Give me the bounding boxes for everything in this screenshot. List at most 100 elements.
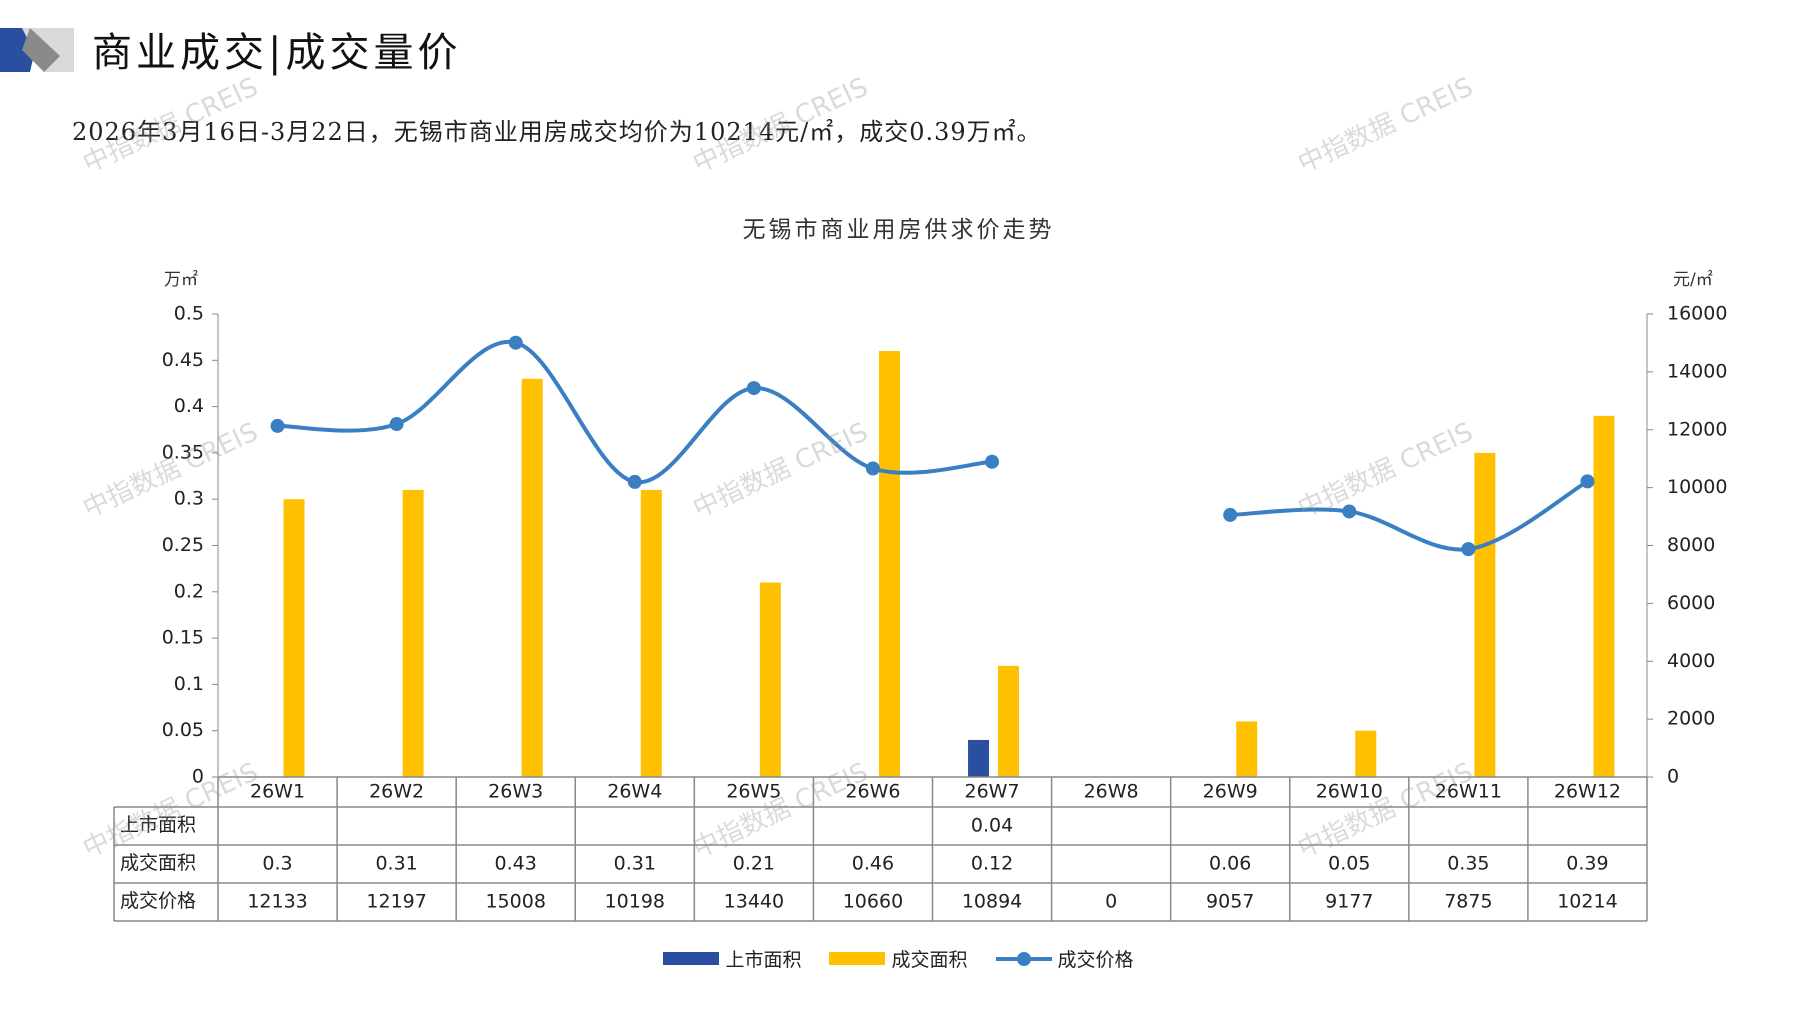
category-tick-label: 26W10: [1316, 781, 1383, 803]
supply-bar: [968, 739, 990, 777]
right-tick-label: 2000: [1667, 708, 1715, 730]
table-cell-price: 10660: [843, 891, 903, 913]
deal-area-bar: [640, 489, 662, 777]
left-tick-label: 0.3: [174, 488, 204, 510]
price-line: [1230, 479, 1589, 552]
right-tick-label: 6000: [1667, 592, 1715, 614]
table-cell-supply: 0.04: [971, 815, 1013, 837]
legend-swatch-supply: [663, 952, 720, 965]
table-cell-deal-area: 0.06: [1209, 853, 1251, 875]
table-cell-price: 15008: [485, 891, 545, 913]
price-point: [627, 474, 642, 489]
category-tick-label: 26W2: [369, 781, 424, 803]
right-tick-label: 4000: [1667, 650, 1715, 672]
category-tick-label: 26W1: [250, 781, 305, 803]
legend-label-price: 成交价格: [1057, 949, 1134, 971]
deal-area-bar: [521, 378, 543, 777]
price-point: [508, 335, 523, 350]
deal-area-bar: [998, 665, 1020, 777]
deal-area-bar: [1236, 721, 1258, 777]
table-cell-price: 10214: [1557, 891, 1617, 913]
category-tick-label: 26W6: [845, 781, 900, 803]
price-point: [389, 417, 404, 432]
deal-area-bar: [283, 499, 305, 777]
price-point: [1223, 507, 1238, 522]
table-cell-price: 9177: [1325, 891, 1373, 913]
table-cell-deal-area: 0.35: [1447, 853, 1489, 875]
right-tick-label: 0: [1667, 766, 1679, 788]
category-tick-label: 26W4: [607, 781, 662, 803]
left-tick-label: 0.1: [174, 673, 204, 695]
left-tick-label: 0.35: [162, 441, 204, 463]
category-tick-label: 26W3: [488, 781, 543, 803]
price-point: [1580, 474, 1595, 489]
table-cell-price: 9057: [1206, 891, 1254, 913]
table-cell-deal-area: 0.31: [614, 853, 656, 875]
right-tick-label: 16000: [1667, 303, 1727, 325]
category-tick-label: 26W8: [1084, 781, 1139, 803]
table-cell-price: 13440: [724, 891, 784, 913]
category-tick-label: 26W5: [726, 781, 781, 803]
table-cell-deal-area: 0.05: [1328, 853, 1370, 875]
deal-area-bar: [878, 351, 900, 777]
left-tick-label: 0.25: [162, 534, 204, 556]
price-point: [270, 418, 285, 433]
deal-area-bar: [1474, 452, 1496, 777]
table-cell-deal-area: 0.12: [971, 853, 1013, 875]
left-tick-label: 0: [192, 766, 204, 788]
table-cell-price: 10198: [605, 891, 665, 913]
summary-text: 2026年3月16日-3月22日，无锡市商业用房成交均价为10214元/㎡，成交…: [72, 118, 1042, 146]
price-point: [1342, 504, 1357, 519]
left-tick-label: 0.15: [162, 627, 204, 649]
table-cell-price: 12133: [247, 891, 307, 913]
table-cell-price: 7875: [1444, 891, 1492, 913]
table-header-deal-area: 成交面积: [120, 852, 196, 874]
price-point: [746, 381, 761, 396]
price-point: [865, 461, 880, 476]
deal-area-bar: [1593, 415, 1615, 777]
right-tick-label: 14000: [1667, 360, 1727, 382]
right-tick-label: 12000: [1667, 418, 1727, 440]
table-header-price: 成交价格: [120, 890, 196, 912]
table-cell-deal-area: 0.39: [1566, 853, 1608, 875]
chart-legend: 上市面积 成交面积 成交价格: [0, 945, 1797, 972]
legend-swatch-deal-area: [829, 952, 886, 965]
deal-area-bar: [1355, 730, 1377, 777]
table-cell-price: 12197: [366, 891, 426, 913]
table-cell-price: 0: [1105, 891, 1117, 913]
left-tick-label: 0.05: [162, 719, 204, 741]
category-tick-label: 26W9: [1203, 781, 1258, 803]
price-point: [1461, 542, 1476, 557]
deal-area-bar: [402, 489, 424, 777]
deal-area-bar: [759, 582, 781, 777]
right-tick-label: 8000: [1667, 534, 1715, 556]
table-cell-deal-area: 0.46: [852, 853, 894, 875]
price-point: [985, 454, 1000, 469]
legend-label-supply: 上市面积: [725, 949, 802, 971]
left-tick-label: 0.2: [174, 580, 204, 602]
left-axis-unit: 万㎡: [164, 270, 198, 290]
table-cell-deal-area: 0.3: [262, 853, 292, 875]
left-tick-label: 0.5: [174, 303, 204, 325]
legend-swatch-price: [995, 949, 1052, 969]
chart-title: 无锡市商业用房供求价走势: [742, 217, 1055, 243]
right-axis-unit: 元/㎡: [1673, 270, 1713, 290]
left-tick-label: 0.4: [174, 395, 204, 417]
category-tick-label: 26W11: [1435, 781, 1502, 803]
table-header-supply: 上市面积: [120, 814, 196, 836]
legend-item-price: 成交价格: [995, 945, 1134, 972]
table-cell-deal-area: 0.31: [375, 853, 417, 875]
legend-label-deal-area: 成交面积: [891, 949, 968, 971]
legend-item-supply: 上市面积: [663, 945, 801, 972]
category-tick-label: 26W12: [1554, 781, 1621, 803]
legend-item-deal-area: 成交面积: [829, 945, 968, 972]
table-cell-price: 10894: [962, 891, 1022, 913]
table-cell-deal-area: 0.21: [733, 853, 775, 875]
right-tick-label: 10000: [1667, 476, 1727, 498]
left-tick-label: 0.45: [162, 349, 204, 371]
category-tick-label: 26W7: [965, 781, 1020, 803]
page-title: 商业成交|成交量价: [92, 30, 462, 76]
header-decoration: [0, 28, 74, 72]
table-cell-deal-area: 0.43: [495, 853, 537, 875]
